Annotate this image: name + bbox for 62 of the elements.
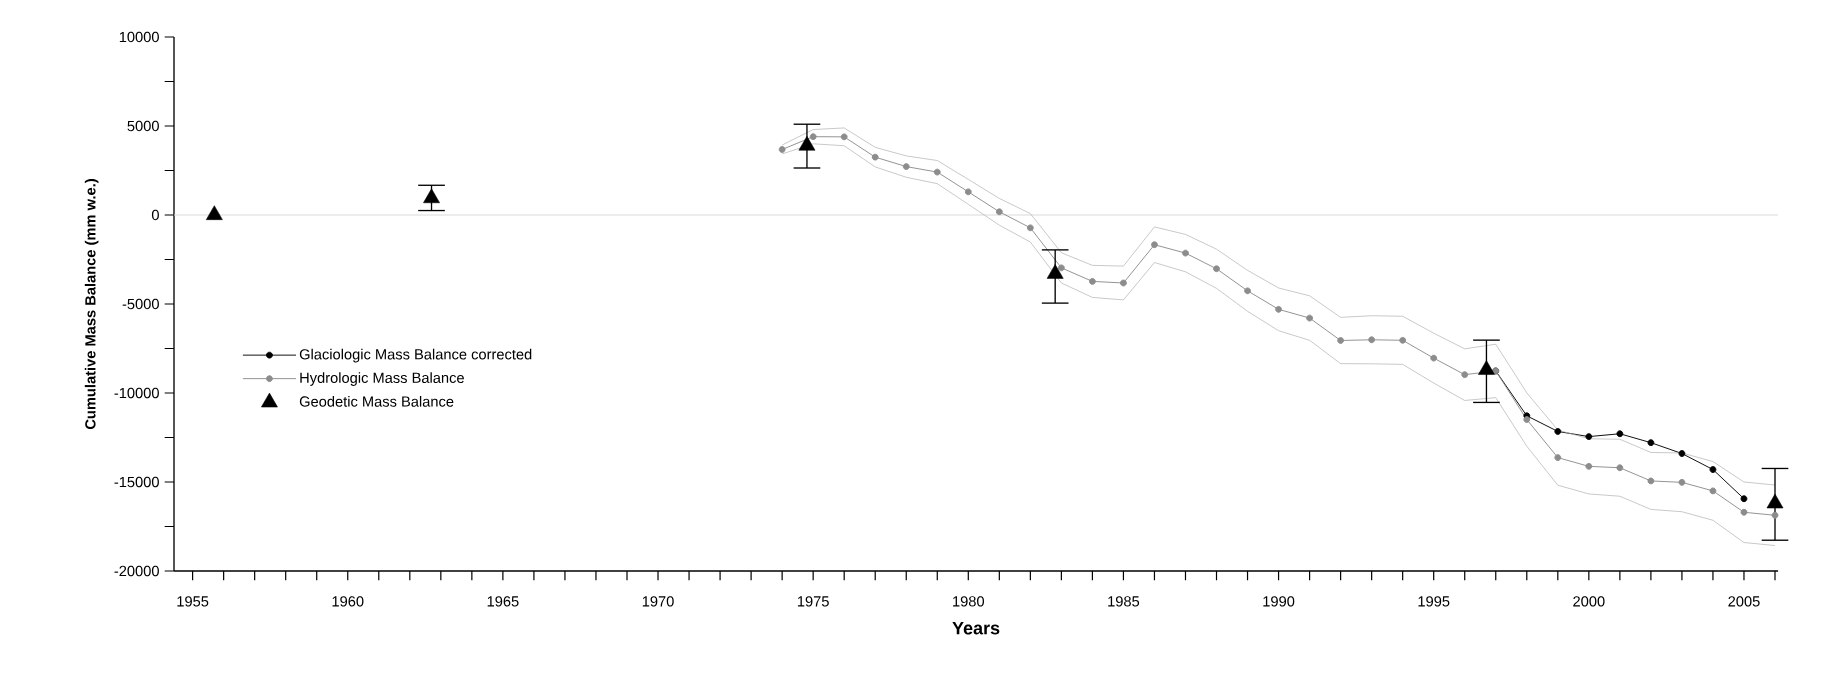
point bbox=[1647, 439, 1655, 447]
y-tick-label: -15000 bbox=[114, 476, 159, 488]
point bbox=[1120, 279, 1127, 287]
legend-label: Hydrologic Mass Balance bbox=[300, 372, 464, 386]
y-tick-label: 10000 bbox=[119, 31, 159, 43]
point bbox=[1647, 477, 1655, 485]
point bbox=[1678, 450, 1686, 457]
legend-label: Geodetic Mass Balance bbox=[299, 395, 454, 407]
y-tick-label: 0 bbox=[151, 209, 159, 221]
point bbox=[995, 208, 1003, 216]
point bbox=[1057, 264, 1065, 272]
point bbox=[871, 153, 879, 161]
x-tick-label: 1975 bbox=[797, 596, 829, 607]
point bbox=[1616, 464, 1624, 472]
point bbox=[964, 188, 972, 196]
point bbox=[1740, 508, 1748, 516]
point bbox=[1554, 428, 1562, 435]
legend-label: Glaciologic Mass Balance corrected bbox=[299, 348, 532, 363]
point bbox=[809, 133, 817, 141]
point bbox=[933, 168, 941, 176]
point bbox=[1244, 287, 1251, 295]
point bbox=[1337, 337, 1345, 344]
point bbox=[1213, 265, 1220, 273]
point bbox=[1709, 466, 1717, 473]
x-tick-label: 1955 bbox=[177, 596, 209, 607]
x-tick-label: 1995 bbox=[1418, 596, 1450, 607]
x-tick-label: 1965 bbox=[487, 596, 519, 607]
y-tick-label: 5000 bbox=[127, 120, 159, 132]
point bbox=[1709, 487, 1717, 495]
point bbox=[1182, 249, 1189, 257]
x-tick-label: 1980 bbox=[953, 596, 985, 607]
point bbox=[1461, 371, 1469, 379]
y-tick-label: -10000 bbox=[114, 387, 159, 399]
x-axis-title: Years bbox=[952, 621, 1000, 635]
point bbox=[1368, 336, 1376, 344]
point bbox=[1306, 314, 1313, 322]
point bbox=[1740, 495, 1748, 503]
point bbox=[1026, 224, 1034, 232]
point bbox=[1771, 511, 1779, 519]
point bbox=[778, 146, 786, 153]
x-tick-label: 2005 bbox=[1728, 596, 1760, 607]
y-tick-label: -5000 bbox=[122, 298, 159, 310]
x-tick-label: 2000 bbox=[1573, 596, 1605, 607]
point bbox=[1523, 416, 1531, 423]
x-tick-label: 1990 bbox=[1263, 596, 1295, 607]
x-tick-label: 1960 bbox=[332, 596, 364, 607]
y-tick-label: -20000 bbox=[114, 565, 159, 577]
point bbox=[1430, 354, 1438, 362]
point bbox=[1585, 433, 1593, 441]
point bbox=[1585, 462, 1593, 470]
x-tick-label: 1985 bbox=[1108, 596, 1140, 607]
point bbox=[1151, 241, 1158, 249]
point bbox=[1616, 430, 1624, 438]
point bbox=[1554, 454, 1562, 462]
point bbox=[1678, 478, 1686, 486]
point bbox=[1089, 277, 1096, 285]
point bbox=[840, 133, 848, 141]
x-tick-label: 1970 bbox=[642, 596, 674, 607]
point bbox=[1275, 305, 1282, 313]
point bbox=[902, 163, 910, 170]
y-axis-title: Cumulative Mass Balance (mm w.e.) bbox=[84, 179, 99, 430]
point bbox=[1399, 336, 1407, 344]
